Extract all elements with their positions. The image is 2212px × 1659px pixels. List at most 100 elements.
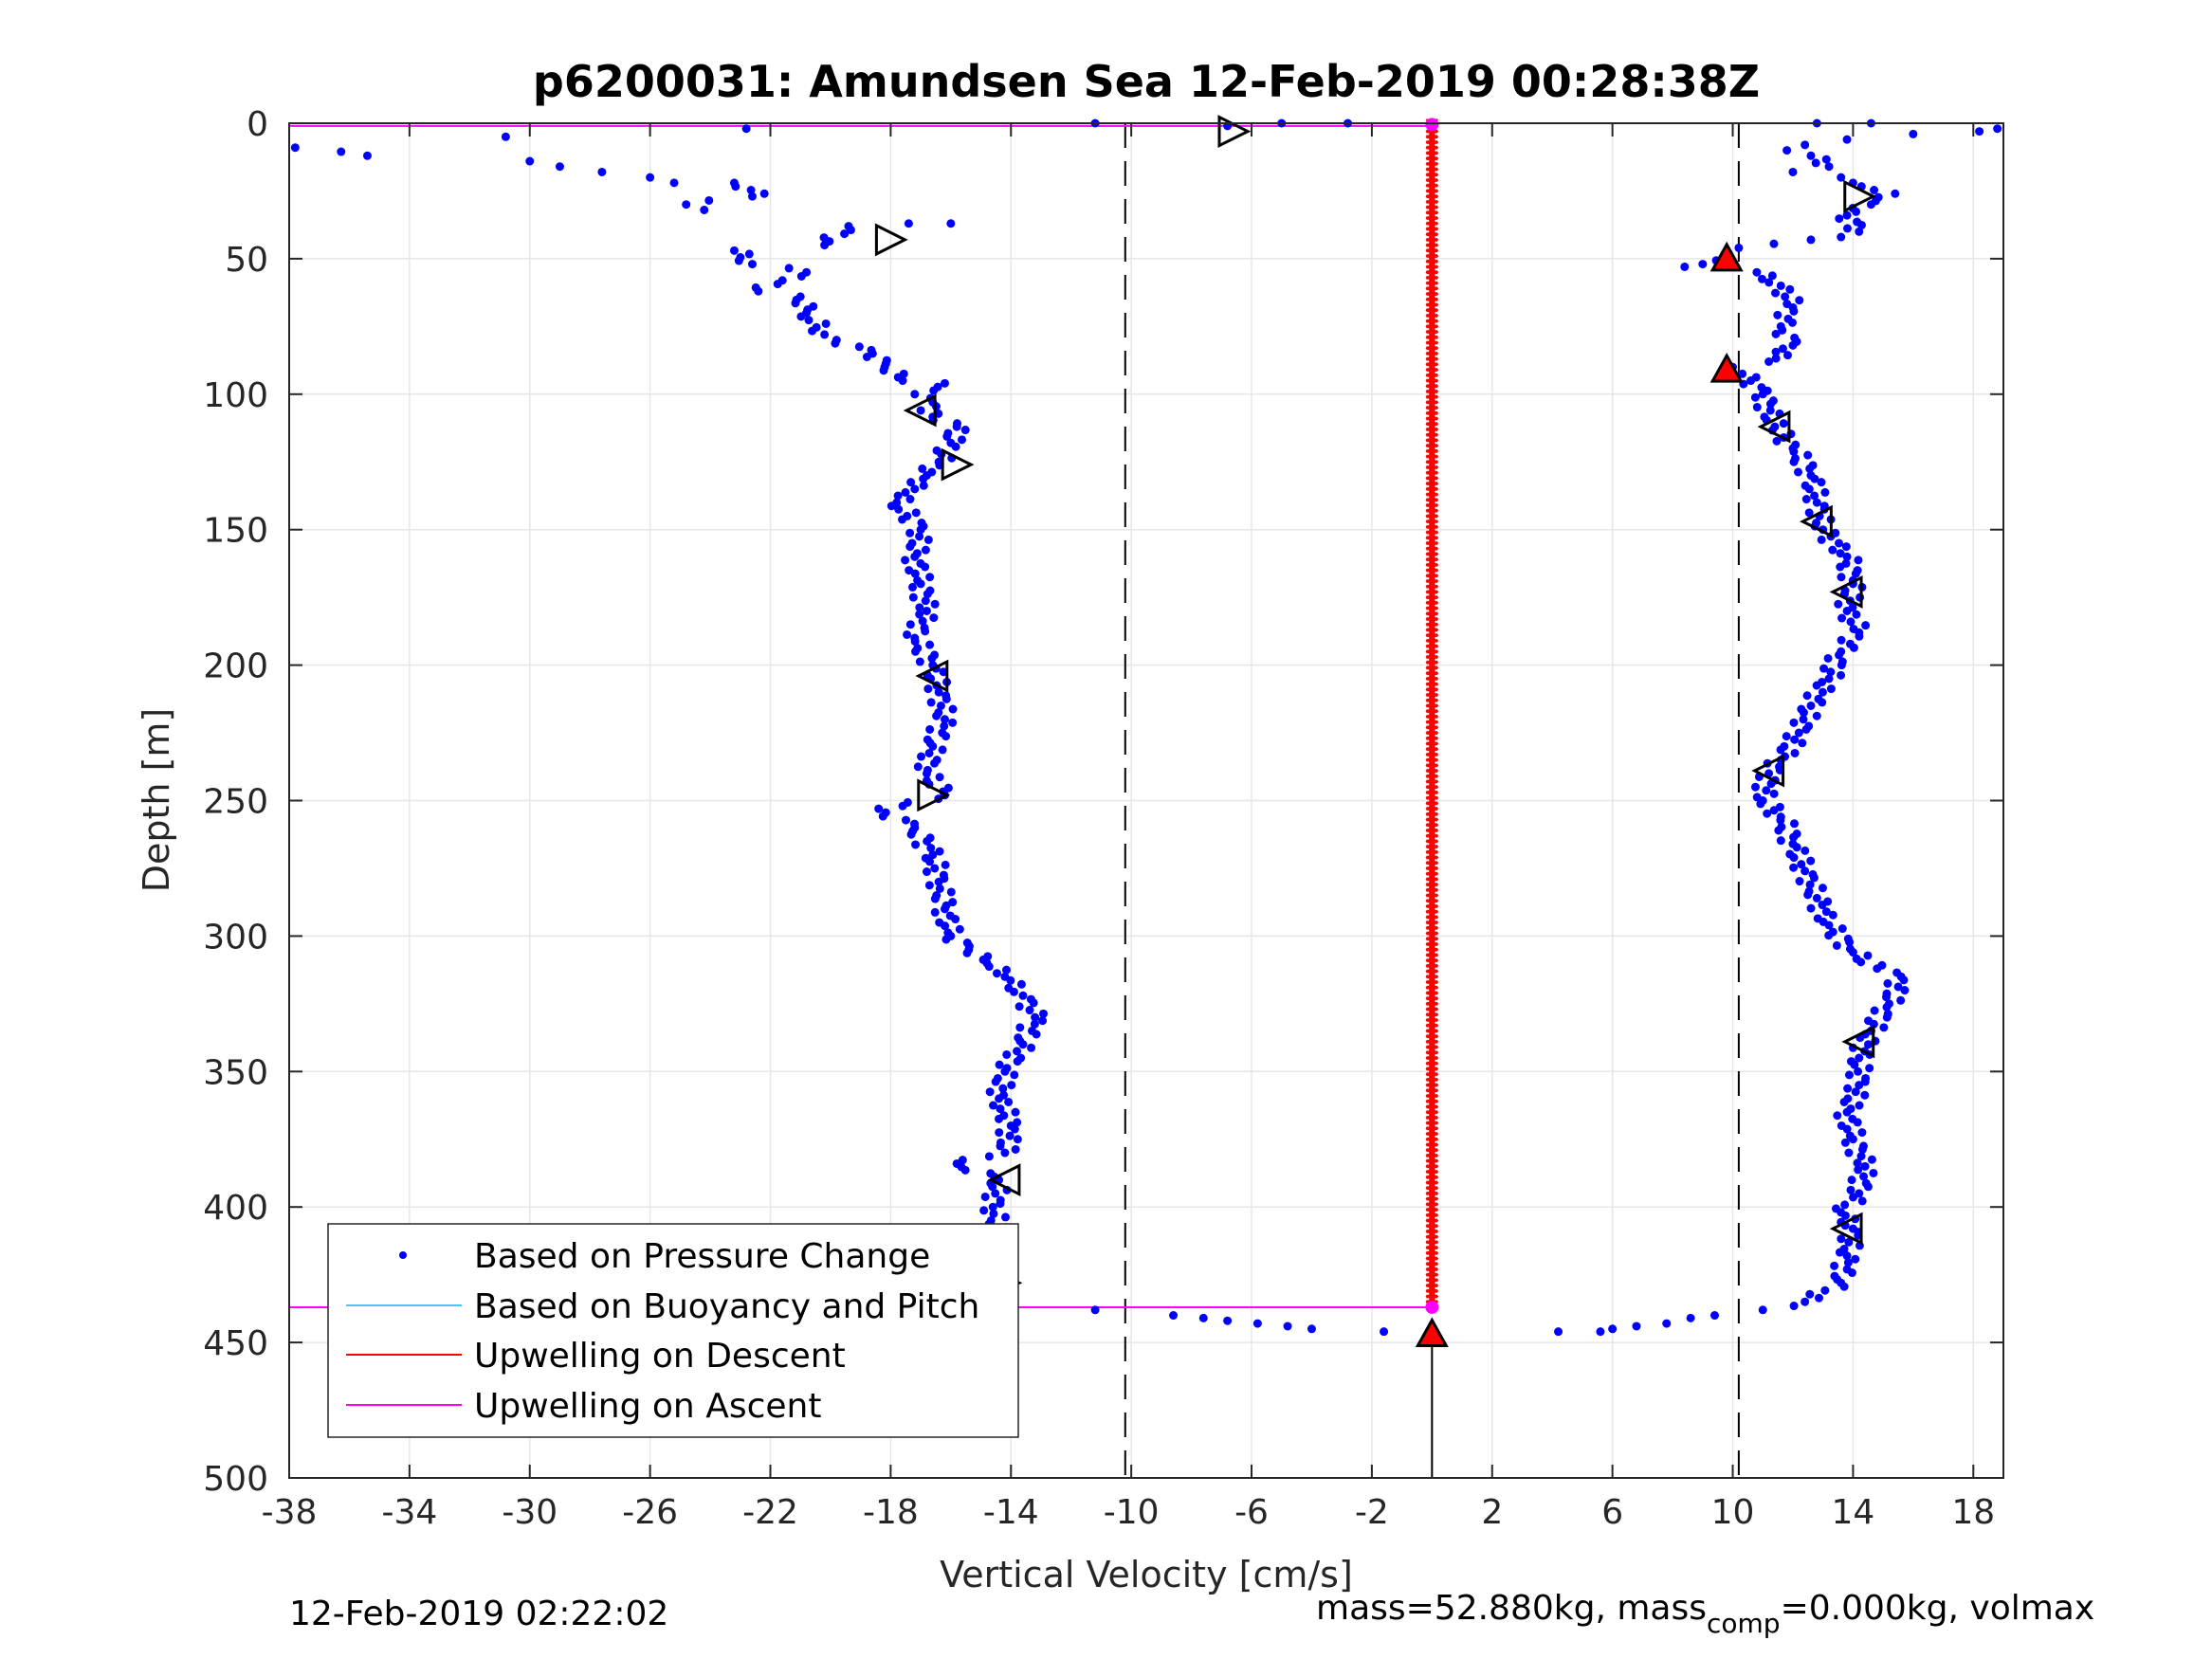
pressure-dot-descent (704, 195, 714, 205)
pressure-dot-ascent (1846, 1104, 1856, 1114)
pressure-dot-ascent (1853, 1118, 1862, 1127)
pressure-dot-descent (1016, 979, 1026, 989)
pressure-dot-ascent (1789, 819, 1799, 829)
pressure-dot-descent (926, 844, 936, 853)
pressure-dot-descent (901, 815, 910, 825)
pressure-dot-descent (906, 830, 916, 839)
pressure-dot-ascent (1804, 508, 1814, 518)
pressure-dot-descent (804, 316, 814, 325)
pressure-dot-descent (820, 330, 830, 339)
pressure-dot-descent (951, 442, 960, 451)
pressure-dot-descent (905, 620, 915, 629)
pressure-dot-descent (1032, 1030, 1041, 1039)
pressure-dot-ascent (1788, 167, 1798, 176)
pressure-dot-ascent (1879, 1023, 1889, 1032)
pressure-dot-descent (989, 1209, 998, 1218)
triangle-marker-red (1709, 352, 1744, 383)
pressure-dot-ascent (1840, 1200, 1850, 1210)
pressure-dot-descent (1038, 1016, 1048, 1026)
pressure-dot-ascent (1851, 1254, 1860, 1264)
pressure-dot-descent (1090, 1305, 1100, 1315)
pressure-dot-descent (903, 797, 912, 807)
pressure-dot-ascent (1837, 670, 1846, 680)
pressure-dot-descent (930, 894, 940, 903)
y-tick-label: 150 (203, 512, 268, 551)
pressure-dot-descent (901, 487, 910, 497)
x-tick-label: 10 (1711, 1493, 1755, 1532)
pressure-dot-descent (747, 260, 757, 269)
pressure-dot-ascent (1752, 403, 1762, 412)
x-tick-label: 14 (1831, 1493, 1874, 1532)
triangle-marker-bottom (1415, 1317, 1449, 1348)
pressure-dot-descent (1005, 1131, 1015, 1140)
pressure-dot-ascent (1863, 951, 1873, 960)
triangle-marker-red (1709, 241, 1744, 272)
pressure-dot-ascent (1909, 129, 1918, 138)
pressure-dot-ascent (1831, 1204, 1840, 1213)
pressure-dot-descent (1013, 1118, 1022, 1127)
pressure-dot-descent (741, 124, 751, 134)
legend-label-pressure: Based on Pressure Change (474, 1237, 930, 1276)
pressure-dot-ascent (1837, 613, 1847, 623)
pressure-dot-ascent (1789, 853, 1799, 863)
pressure-dot-descent (897, 515, 906, 524)
pressure-dot-descent (910, 390, 920, 399)
pressure-dot-descent (879, 366, 888, 375)
pressure-dot-ascent (1837, 661, 1846, 670)
pressure-dot-ascent (1871, 196, 1880, 206)
x-axis-ticks: -38 -34 -30 -26 -22 -18 -14 -10 -6 -2 2 6 10 14 18 (262, 123, 1995, 1532)
pressure-dot-ascent (1835, 650, 1844, 660)
pressure-dot-ascent (1850, 1060, 1859, 1069)
pressure-dot-ascent (1791, 440, 1801, 449)
pressure-dot-descent (646, 173, 655, 182)
triangle-marker-left (1757, 410, 1791, 444)
pressure-dot-ascent (1824, 162, 1834, 172)
pressure-dot-ascent (1845, 944, 1855, 954)
pressure-dot-ascent (1826, 684, 1836, 694)
pressure-dot-ascent (1632, 1322, 1641, 1331)
pressure-dot-ascent (1844, 1070, 1854, 1080)
pressure-dot-descent (930, 758, 940, 768)
pressure-dot-ascent (1810, 474, 1819, 483)
pressure-dot-descent (910, 569, 920, 578)
pressure-dot-descent (921, 627, 930, 636)
pressure-dot-ascent (1828, 545, 1837, 555)
pressure-dot-descent (923, 684, 933, 694)
pressure-dot-descent (935, 773, 944, 782)
pressure-dot-ascent (1769, 239, 1779, 248)
pressure-dot-descent (903, 629, 912, 639)
triangle-marker-right (941, 447, 975, 482)
pressure-dot-ascent (1863, 1040, 1873, 1049)
pressure-dot-ascent (1859, 1172, 1869, 1181)
pressure-dot-ascent (1779, 419, 1788, 428)
pressure-dot-descent (1038, 1009, 1048, 1018)
pressure-dot-descent (746, 185, 756, 194)
pressure-dot-descent (773, 280, 782, 289)
pressure-dot-ascent (1782, 351, 1792, 360)
pressure-dot-descent (1018, 991, 1028, 1000)
pressure-dot-ascent (1882, 993, 1892, 1002)
pressure-dot-descent (803, 305, 813, 315)
pressure-dot-ascent (1709, 1311, 1719, 1321)
pressure-dot-ascent (1870, 185, 1879, 194)
pressure-dot-ascent (1750, 782, 1760, 792)
pressure-dot-ascent (1833, 1111, 1842, 1121)
pressure-dot-descent (978, 955, 988, 964)
pressure-dot-ascent (1869, 1019, 1878, 1029)
pressure-dot-descent (1013, 1057, 1022, 1066)
pressure-dot-ascent (1857, 1144, 1867, 1154)
pressure-dot-ascent (1842, 210, 1852, 220)
pressure-dot-ascent (1750, 392, 1760, 402)
pressure-dot-ascent (1789, 832, 1799, 842)
pressure-dot-descent (925, 857, 935, 866)
pressure-dot-ascent (1837, 1234, 1846, 1244)
pressure-dot-descent (922, 606, 931, 615)
pressure-dot-descent (995, 1060, 1004, 1069)
pressure-dot-descent (893, 491, 903, 501)
pressure-dot-descent (923, 765, 932, 775)
pressure-dot-ascent (1789, 457, 1799, 466)
pressure-dot-ascent (1900, 986, 1910, 995)
pressure-dot-ascent (1854, 1066, 1863, 1076)
pressure-dot-ascent (1852, 610, 1861, 619)
pressure-dot-ascent (1801, 846, 1810, 855)
